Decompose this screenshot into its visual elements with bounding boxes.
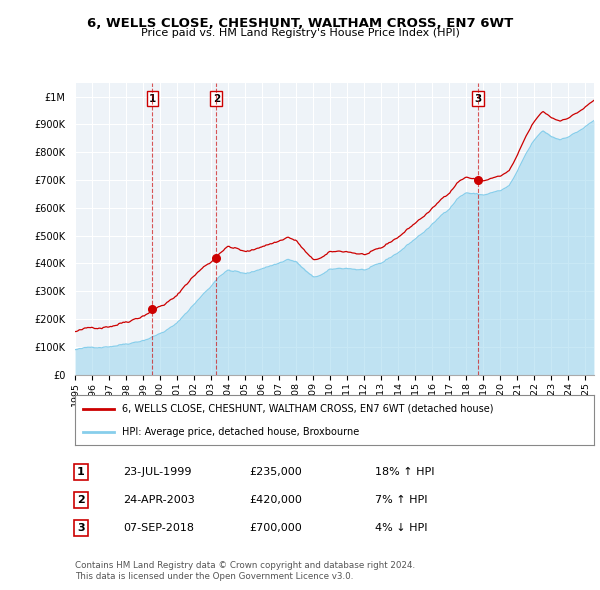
Text: £420,000: £420,000 bbox=[249, 496, 302, 505]
Text: 1: 1 bbox=[77, 467, 85, 477]
Text: This data is licensed under the Open Government Licence v3.0.: This data is licensed under the Open Gov… bbox=[75, 572, 353, 581]
Text: 3: 3 bbox=[77, 523, 85, 533]
Text: Price paid vs. HM Land Registry's House Price Index (HPI): Price paid vs. HM Land Registry's House … bbox=[140, 28, 460, 38]
Text: 23-JUL-1999: 23-JUL-1999 bbox=[123, 467, 191, 477]
Text: 2: 2 bbox=[77, 496, 85, 505]
Text: 4% ↓ HPI: 4% ↓ HPI bbox=[375, 523, 427, 533]
Text: 6, WELLS CLOSE, CHESHUNT, WALTHAM CROSS, EN7 6WT (detached house): 6, WELLS CLOSE, CHESHUNT, WALTHAM CROSS,… bbox=[122, 404, 493, 414]
Text: £700,000: £700,000 bbox=[249, 523, 302, 533]
Text: £235,000: £235,000 bbox=[249, 467, 302, 477]
Text: Contains HM Land Registry data © Crown copyright and database right 2024.: Contains HM Land Registry data © Crown c… bbox=[75, 561, 415, 570]
Text: 2: 2 bbox=[213, 94, 220, 104]
Text: 07-SEP-2018: 07-SEP-2018 bbox=[123, 523, 194, 533]
Text: 18% ↑ HPI: 18% ↑ HPI bbox=[375, 467, 434, 477]
Text: 7% ↑ HPI: 7% ↑ HPI bbox=[375, 496, 427, 505]
Text: 6, WELLS CLOSE, CHESHUNT, WALTHAM CROSS, EN7 6WT: 6, WELLS CLOSE, CHESHUNT, WALTHAM CROSS,… bbox=[87, 17, 513, 30]
Text: 1: 1 bbox=[149, 94, 156, 104]
Text: 24-APR-2003: 24-APR-2003 bbox=[123, 496, 195, 505]
Text: 3: 3 bbox=[475, 94, 482, 104]
Text: HPI: Average price, detached house, Broxbourne: HPI: Average price, detached house, Brox… bbox=[122, 427, 359, 437]
